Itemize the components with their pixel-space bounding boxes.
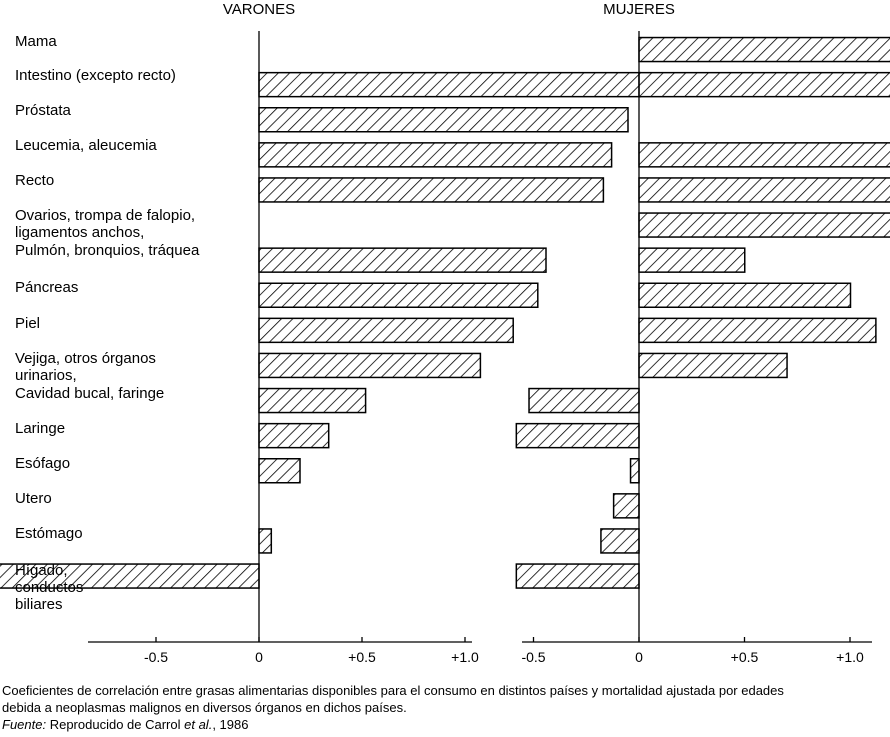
bar [629,458,640,484]
bar [258,352,482,379]
caption-line-1: Coeficientes de correlación entre grasas… [2,683,784,698]
bar [258,71,642,98]
bar [258,528,273,554]
bar [258,422,330,449]
correlation-chart: VARONES -0.5 0 +0.5 +1.0 MUJERES -0.5 0 +0.5 +1.0 [0,1,890,665]
bar [638,352,788,379]
bar [258,317,514,344]
bar [638,71,890,98]
bar [515,563,640,589]
source-text-b: , 1986 [212,717,249,732]
x-tick-label: +0.5 [731,649,759,665]
x-tick-label: -0.5 [521,649,545,665]
bar [638,177,890,203]
bar [612,493,640,519]
x-tick-label: 0 [255,649,263,665]
bar [515,422,640,449]
caption-line-2: debida a neoplasmas malignos en diversos… [2,700,407,715]
category-label: Ovarios, trompa de falopio, ligamentos a… [15,207,196,241]
x-tick-label: +0.5 [348,649,376,665]
caption-source: Fuente: Reproducido de Carrol et al., 19… [2,717,888,732]
bar [638,212,890,238]
category-label: Próstata [15,102,71,119]
bar [258,387,367,414]
category-label: Pulmón, bronquios, tráquea [15,242,200,259]
category-label: Utero [15,490,52,507]
bar [258,177,605,203]
source-text-a: Reproducido de Carrol [46,717,185,732]
category-label: Mama [15,33,57,50]
category-label: Páncreas [15,279,79,296]
panel-title: VARONES [223,1,295,18]
bar [638,36,890,63]
category-label: Estómago [15,525,83,542]
bar [258,142,613,168]
category-label: Recto [15,172,55,189]
x-tick-label: -0.5 [144,649,168,665]
category-label: Hígado, conductos biliares [15,562,84,613]
category-label: Esófago [15,455,71,472]
x-tick-label: +1.0 [451,649,479,665]
category-label: Leucemia, aleucemia [15,137,157,154]
bar [258,107,629,133]
bar [258,247,547,273]
bar [638,247,746,273]
category-label: Piel [15,315,41,332]
category-label: Intestino (excepto recto) [15,67,176,84]
category-label: Laringe [15,420,66,437]
source-italic: et al. [184,717,213,732]
bar [258,458,301,484]
x-tick-label: 0 [635,649,643,665]
x-tick-label: +1.0 [836,649,864,665]
panel-title: MUJERES [603,1,675,18]
source-label: Fuente: [2,717,47,732]
category-label: Cavidad bucal, faringe [15,385,165,402]
bar [638,142,890,168]
bar [258,282,539,308]
bar [600,528,640,554]
bar [528,387,640,414]
bar [638,317,877,344]
category-label: Vejiga, otros órganos urinarios, [15,350,156,384]
bar [638,282,852,308]
